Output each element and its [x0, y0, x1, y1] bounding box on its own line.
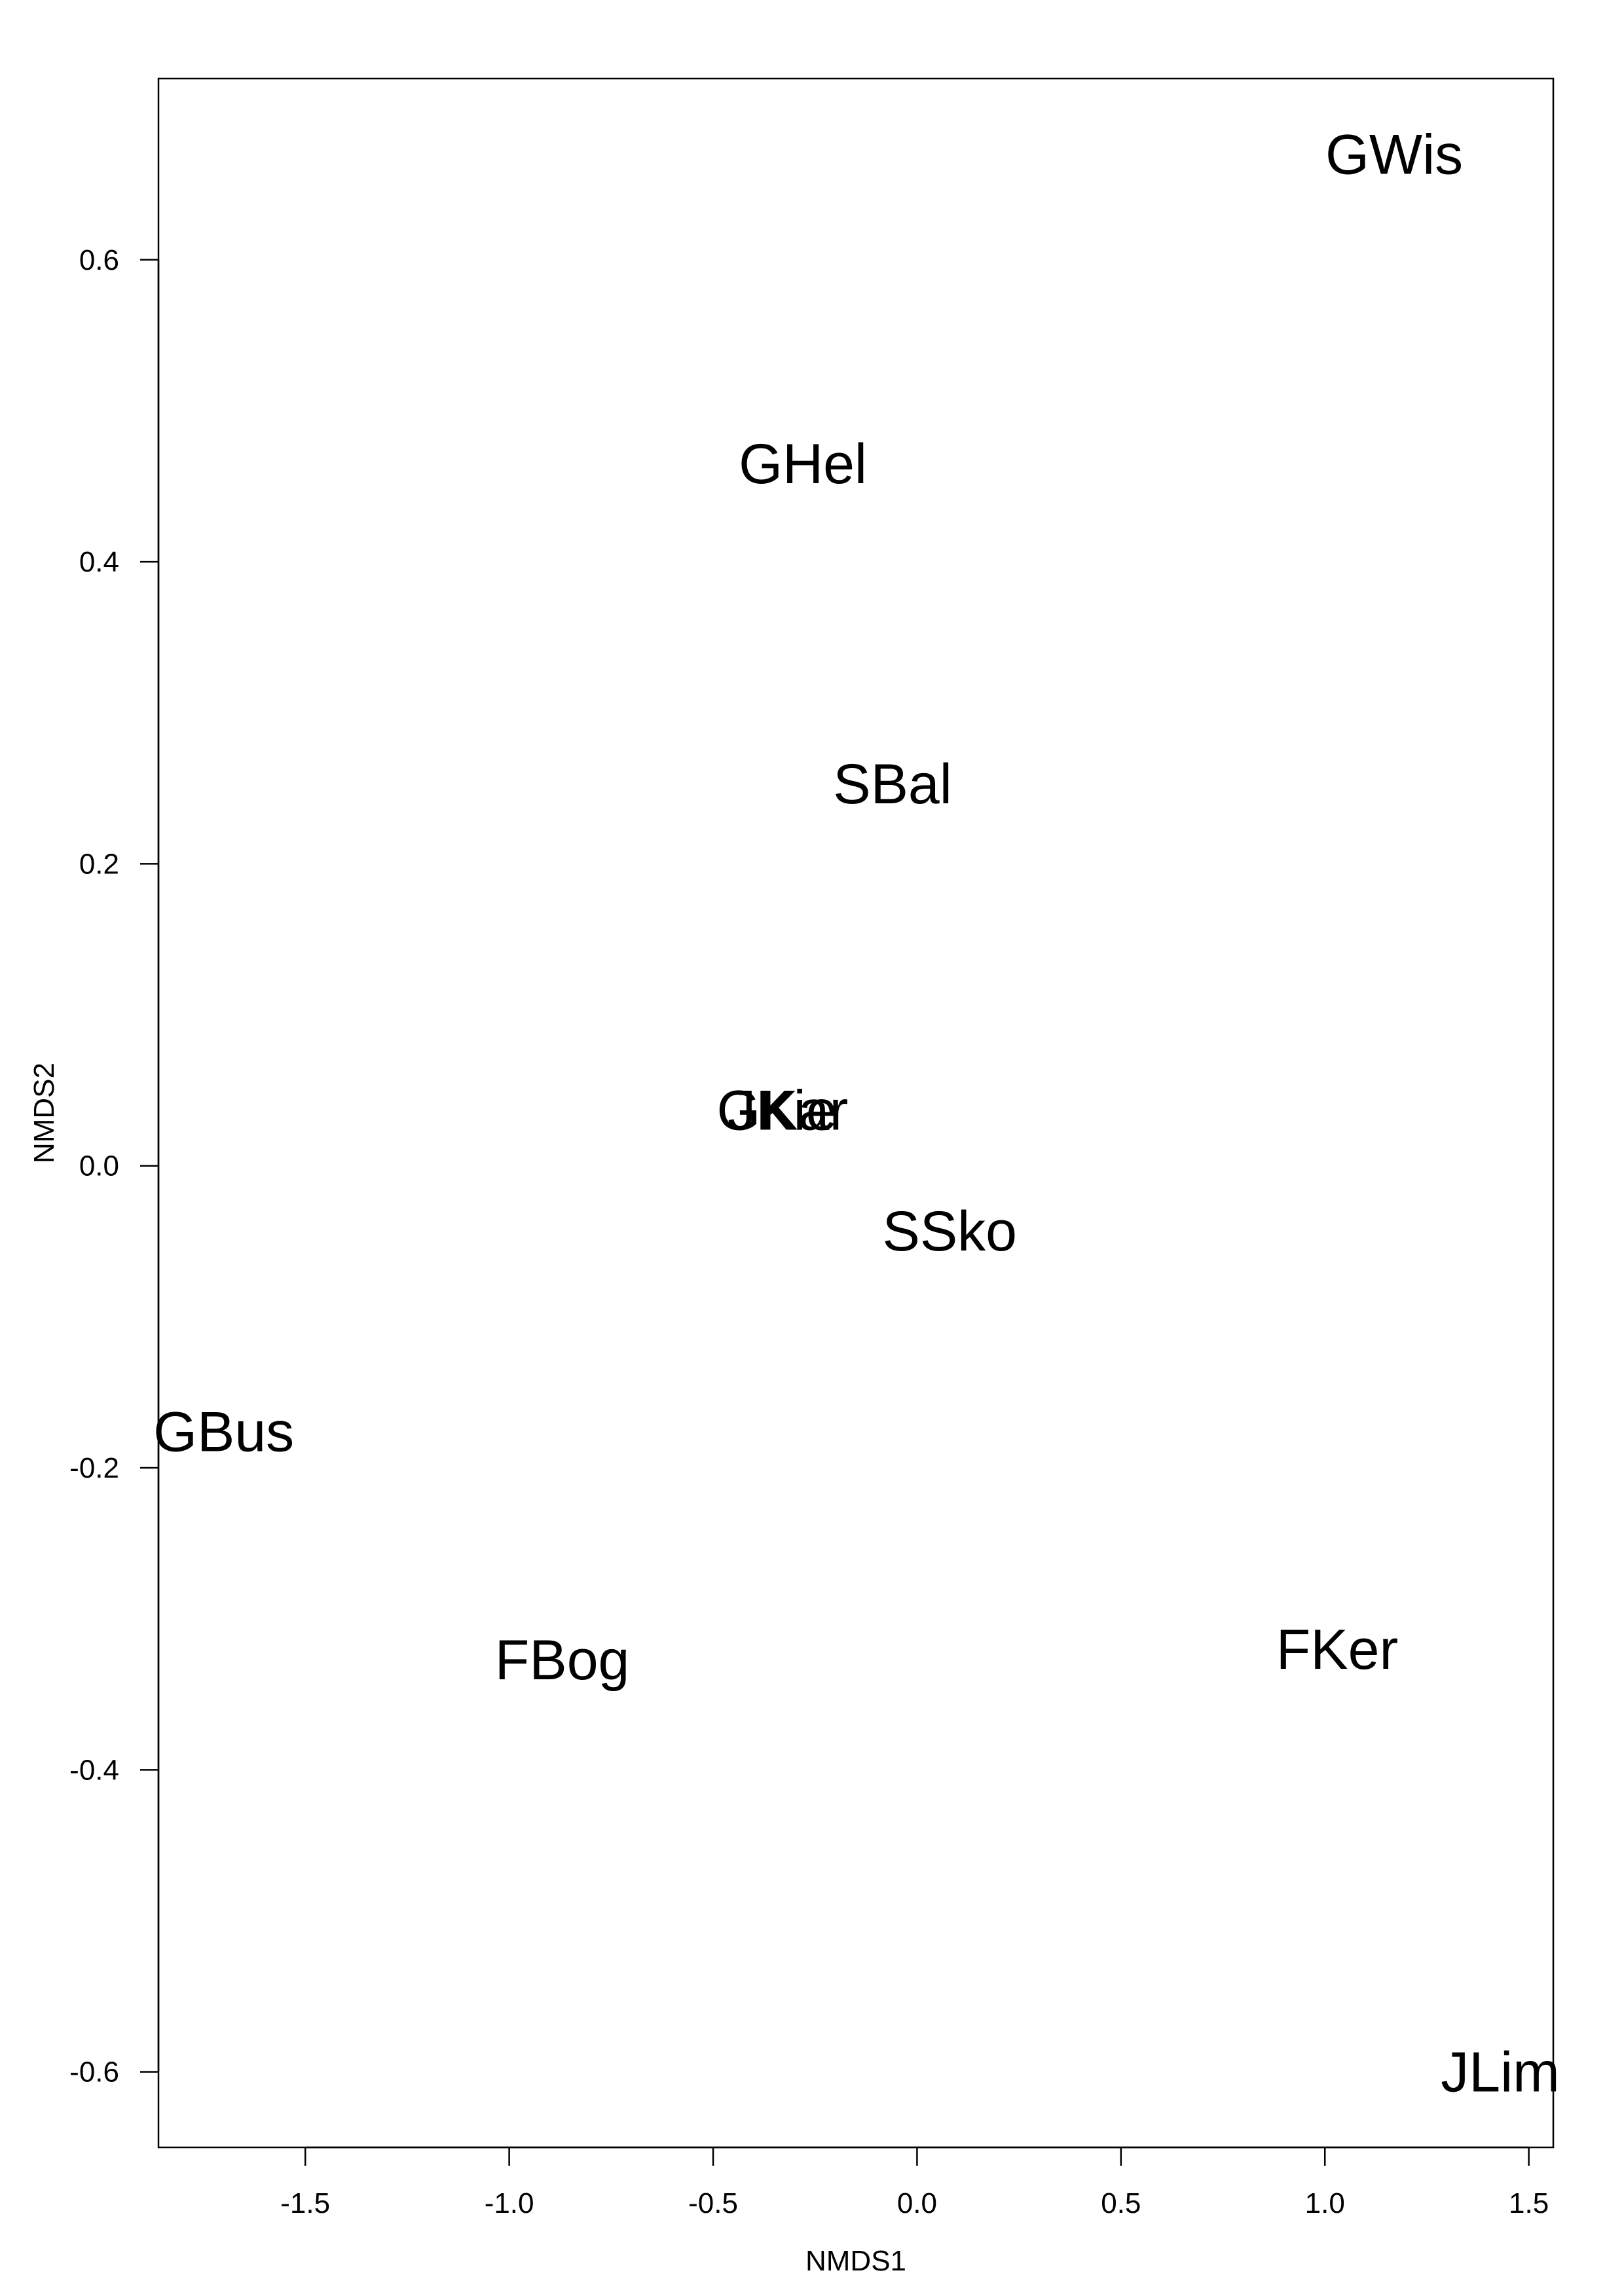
x-tick-label: -0.5 — [688, 2187, 738, 2219]
x-axis-title: NMDS1 — [805, 2245, 906, 2277]
point-label-fbog: FBog — [495, 1629, 630, 1692]
y-tick-label: -0.2 — [69, 1452, 119, 1484]
x-tick-label: 0.0 — [897, 2187, 937, 2219]
y-axis: -0.6 -0.4 -0.2 0.0 0.2 0.4 0.6 — [69, 244, 160, 2088]
x-tick-label: 0.5 — [1101, 2187, 1141, 2219]
y-tick-label: 0.6 — [79, 244, 119, 276]
y-tick-label: 0.4 — [79, 546, 119, 578]
y-tick-label: 0.2 — [79, 848, 119, 880]
x-axis: -1.5 -1.0 -0.5 0.0 0.5 1.0 1.5 — [280, 2146, 1549, 2219]
point-label-gbus: GBus — [153, 1401, 294, 1464]
point-label-fker: FKer — [1276, 1618, 1398, 1681]
point-label-gkar: GKar — [717, 1079, 849, 1142]
plot-frame — [157, 77, 1555, 2149]
y-tick-label: 0.0 — [79, 1150, 119, 1182]
x-tick-label: -1.0 — [485, 2187, 534, 2219]
point-label-ghel: GHel — [739, 433, 867, 496]
x-tick-label: 1.5 — [1509, 2187, 1549, 2219]
y-tick-label: -0.6 — [69, 2056, 119, 2088]
x-tick-label: -1.5 — [280, 2187, 330, 2219]
y-tick-label: -0.4 — [69, 1754, 119, 1786]
y-axis-title: NMDS2 — [28, 1063, 60, 1163]
point-label-jlim: JLim — [1441, 2041, 1560, 2104]
point-label-gwis: GWis — [1325, 123, 1463, 186]
point-label-sbal: SBal — [833, 753, 952, 816]
point-label-jkie: JKie — [728, 1079, 837, 1142]
x-tick-label: 1.0 — [1305, 2187, 1345, 2219]
point-label-ssko: SSko — [882, 1200, 1017, 1263]
